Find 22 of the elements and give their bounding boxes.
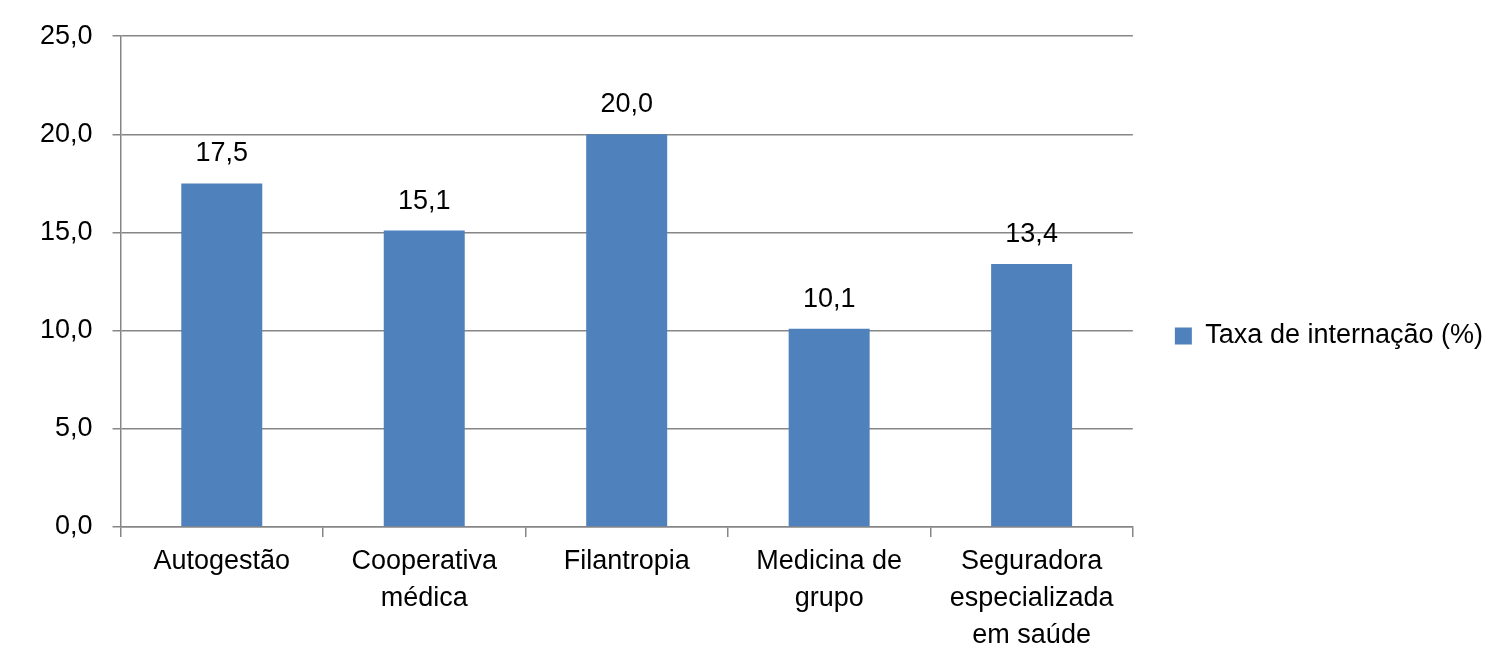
x-tick-label: Seguradora especializada em saúde xyxy=(949,544,1115,649)
y-tick-label: 5,0 xyxy=(55,412,93,443)
data-label: 13,4 xyxy=(1005,217,1058,248)
y-tick-label: 10,0 xyxy=(39,314,93,345)
data-label: 20,0 xyxy=(600,88,653,119)
legend-label: Taxa de internação (%) xyxy=(1205,319,1484,350)
data-label: 17,5 xyxy=(195,137,249,168)
data-label: 10,1 xyxy=(802,282,856,313)
x-tick-label: Autogestão xyxy=(153,544,291,575)
bar xyxy=(383,230,465,527)
bar xyxy=(586,134,668,527)
x-tick-label: Cooperativa médica xyxy=(351,544,499,612)
y-tick-label: 25,0 xyxy=(39,19,93,50)
y-tick-label: 20,0 xyxy=(39,117,93,148)
x-tick-label: Filantropia xyxy=(563,544,691,575)
y-tick-label: 15,0 xyxy=(39,215,93,246)
x-tick-label: Medicina de grupo xyxy=(756,544,902,612)
bar xyxy=(991,263,1073,527)
bar xyxy=(181,183,263,527)
data-label: 15,1 xyxy=(397,184,451,215)
y-tick-label: 0,0 xyxy=(55,510,93,541)
bar xyxy=(788,328,870,527)
